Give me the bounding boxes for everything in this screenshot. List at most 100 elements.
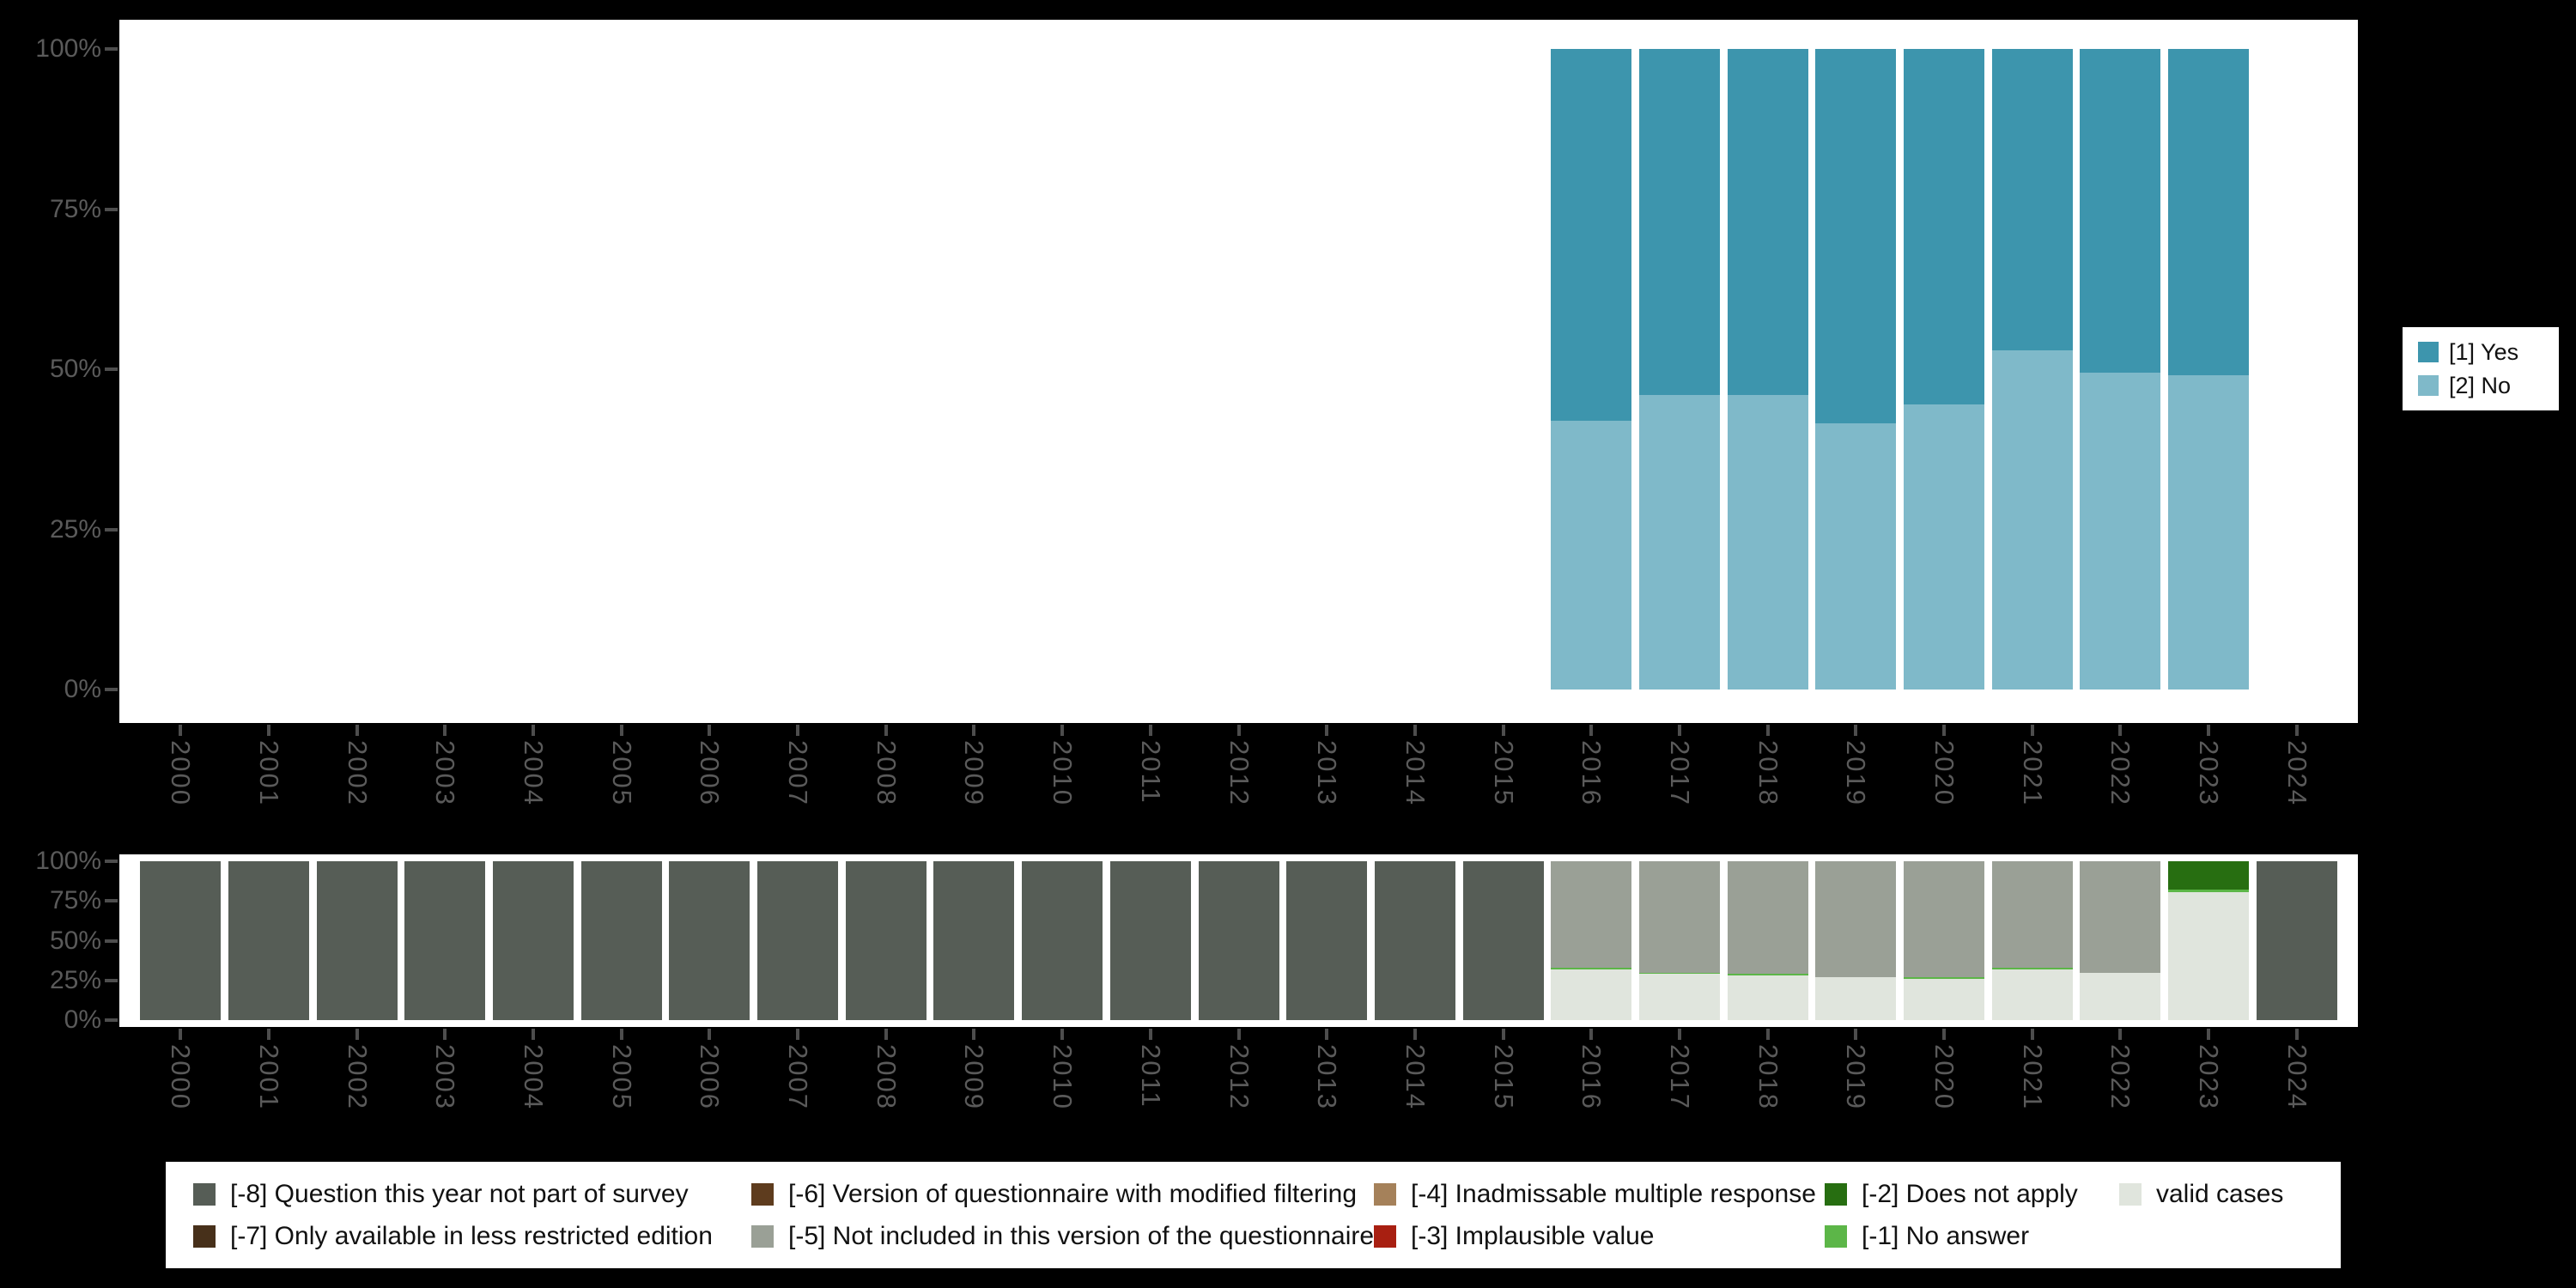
x-axis-tick-mark	[1325, 1029, 1329, 1040]
y-axis-tick-mark	[105, 207, 118, 211]
bar-segment	[1727, 394, 1808, 690]
bar-segment	[1638, 974, 1720, 1020]
x-axis-tick-mark	[1236, 1029, 1241, 1040]
x-axis-tick-mark	[2294, 1029, 2299, 1040]
bar-segment	[2167, 49, 2249, 376]
bar-2015	[1462, 861, 1544, 1020]
x-axis-tick-mark	[355, 725, 359, 736]
legend-swatch	[751, 1225, 774, 1248]
bar-segment	[1727, 974, 1808, 976]
y-axis-tick-mark	[105, 688, 118, 691]
legend-swatch	[2418, 342, 2439, 362]
bar-2002	[316, 861, 398, 1020]
bar-2016	[1551, 49, 1632, 690]
y-axis-tick-mark	[105, 978, 118, 982]
legend-item: [-2] Does not apply	[1825, 1180, 2078, 1208]
bar-segment	[404, 861, 486, 1020]
legend-swatch	[193, 1183, 216, 1206]
x-axis-tick-mark	[708, 1029, 712, 1040]
y-axis-tick-label: 0%	[64, 1005, 101, 1034]
bar-2014	[1374, 861, 1455, 1020]
bar-segment	[1551, 969, 1632, 1020]
legend-swatch	[2418, 375, 2439, 396]
x-axis-tick-mark	[1148, 1029, 1152, 1040]
bar-2009	[933, 861, 1015, 1020]
x-axis-tick-mark	[443, 1029, 447, 1040]
legend-label: [-4] Inadmissable multiple response	[1411, 1180, 1816, 1208]
bar-segment	[2080, 49, 2161, 373]
y-axis-tick-mark	[105, 939, 118, 943]
bar-segment	[228, 861, 310, 1020]
legend-item: [-8] Question this year not part of surv…	[193, 1180, 689, 1208]
x-axis-tick-mark	[1589, 725, 1594, 736]
legend-label: [1] Yes	[2449, 338, 2519, 365]
bar-segment	[1815, 423, 1897, 690]
bar-segment	[1286, 861, 1368, 1020]
x-axis-tick-mark	[1413, 725, 1417, 736]
bar-segment	[933, 861, 1015, 1020]
x-axis-tick-mark	[1325, 725, 1329, 736]
bar-segment	[1903, 404, 1984, 690]
bar-2018	[1727, 861, 1808, 1020]
bar-segment	[1551, 861, 1632, 968]
x-axis-tick-mark	[532, 1029, 536, 1040]
legend-item: [1] Yes	[2418, 339, 2559, 366]
bar-segment	[1815, 861, 1897, 978]
legend-swatch	[1825, 1225, 1847, 1248]
x-axis-tick-mark	[1854, 725, 1858, 736]
bar-segment	[1198, 861, 1279, 1020]
answers-plot-panel	[119, 20, 2358, 723]
legend-item: [-6] Version of questionnaire with modif…	[751, 1180, 1357, 1208]
bar-2024	[2256, 861, 2337, 1020]
legend-label: [-5] Not included in this version of the…	[788, 1222, 1375, 1250]
y-axis-tick-label: 75%	[49, 886, 101, 915]
bar-segment	[1727, 861, 1808, 975]
bar-segment	[1991, 967, 2073, 969]
bar-segment	[2167, 375, 2249, 690]
legend-swatch	[1374, 1183, 1396, 1206]
bar-2005	[580, 861, 662, 1020]
bar-segment	[2167, 861, 2249, 890]
bar-2022	[2080, 49, 2161, 690]
bar-2019	[1815, 49, 1897, 690]
x-axis-tick-mark	[1854, 1029, 1858, 1040]
bar-segment	[1462, 861, 1544, 1020]
bar-segment	[1815, 49, 1897, 424]
bar-segment	[2080, 372, 2161, 690]
answers-legend: [1] Yes [2] No	[2403, 327, 2559, 410]
legend-label: [-1] No answer	[1862, 1222, 2030, 1250]
bar-segment	[2080, 972, 2161, 1020]
legend-label: [2] No	[2449, 372, 2512, 398]
x-axis-tick-mark	[2030, 1029, 2034, 1040]
x-axis-tick-mark	[179, 1029, 183, 1040]
y-axis-tick-mark	[105, 899, 118, 903]
bar-segment	[757, 861, 839, 1020]
x-axis-tick-mark	[796, 1029, 800, 1040]
x-axis-tick-mark	[1060, 1029, 1065, 1040]
bar-segment	[669, 861, 750, 1020]
bar-segment	[2167, 890, 2249, 893]
y-axis-tick-mark	[105, 1018, 118, 1022]
x-axis-tick-mark	[972, 1029, 976, 1040]
legend-swatch	[1374, 1225, 1396, 1248]
bar-segment	[493, 861, 574, 1020]
x-axis-tick-mark	[1765, 1029, 1770, 1040]
bar-2013	[1286, 861, 1368, 1020]
bar-2006	[669, 861, 750, 1020]
bar-segment	[1991, 861, 2073, 968]
y-axis-tick-mark	[105, 527, 118, 532]
x-axis-tick-mark	[2206, 1029, 2210, 1040]
bar-segment	[1638, 972, 1720, 975]
legend-item: [-4] Inadmissable multiple response	[1374, 1180, 1816, 1208]
bar-segment	[1109, 861, 1191, 1020]
legend-label: [-3] Implausible value	[1411, 1222, 1655, 1250]
x-axis-tick-mark	[1501, 1029, 1505, 1040]
x-axis-tick-mark	[532, 725, 536, 736]
bar-2004	[493, 861, 574, 1020]
legend-swatch	[1825, 1183, 1847, 1206]
bar-segment	[1903, 861, 1984, 978]
x-axis-tick-mark	[2030, 725, 2034, 736]
bar-2021	[1991, 49, 2073, 690]
y-axis-tick-label: 0%	[64, 675, 101, 703]
legend-swatch	[2119, 1183, 2142, 1206]
